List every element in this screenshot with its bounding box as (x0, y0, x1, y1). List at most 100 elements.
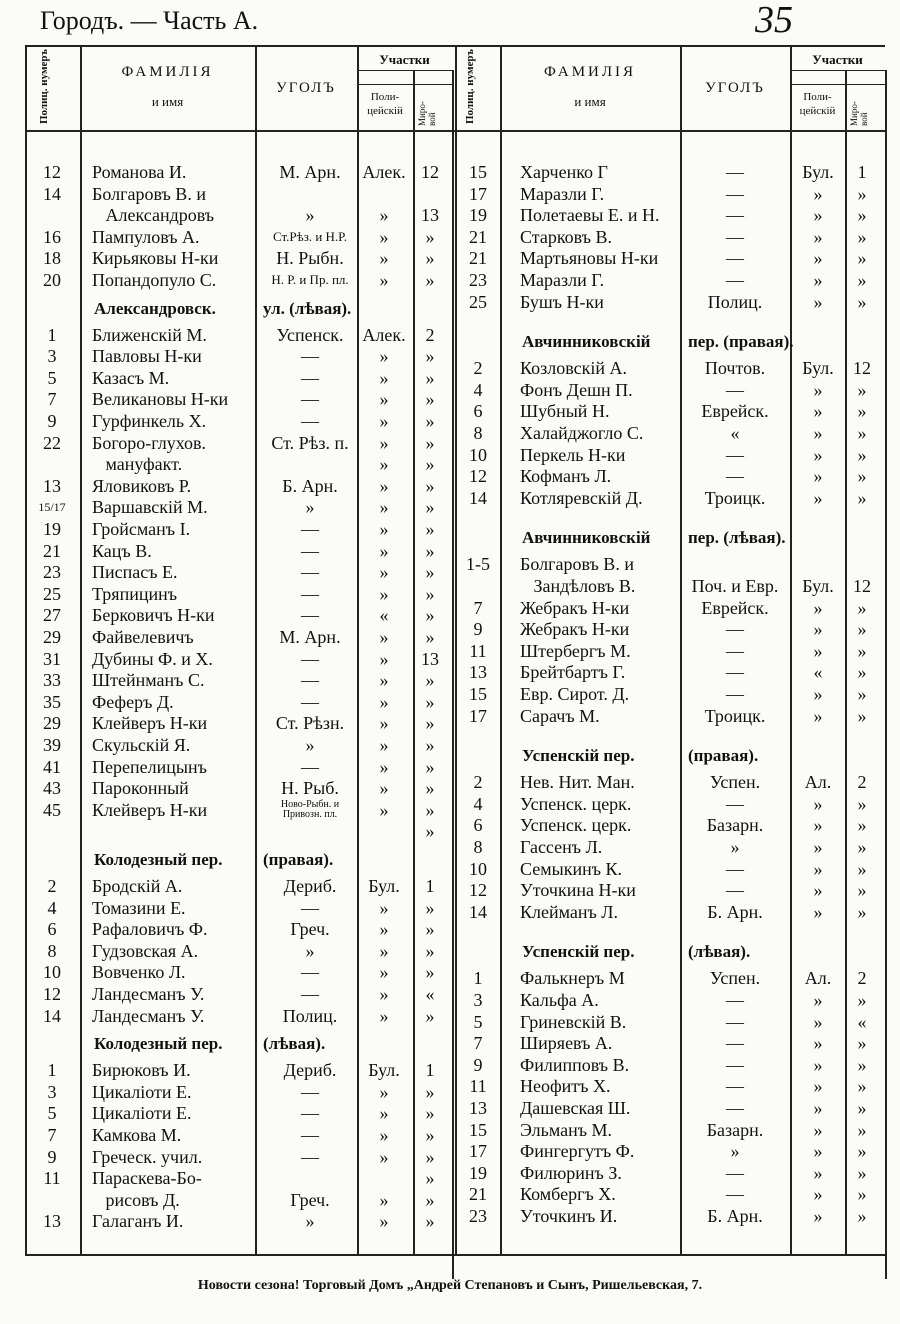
house-number: 8 (47, 940, 57, 961)
police-district: » (379, 799, 389, 820)
resident-name: Яловиковъ Р. (92, 475, 192, 496)
peace-district: » (857, 662, 867, 683)
house-number: 13 (469, 662, 487, 683)
column-rule (80, 45, 82, 1254)
house-number: 12 (469, 466, 487, 487)
police-district: » (379, 940, 389, 961)
house-number: 5 (47, 367, 57, 388)
corner: — (301, 1081, 319, 1102)
police-district: » (379, 270, 389, 290)
header-peace: Миро-вой (417, 101, 437, 126)
resident-name: Уточкинъ И. (520, 1206, 618, 1226)
house-number: 5 (47, 1103, 57, 1124)
corner: — (301, 897, 319, 918)
corner: — (726, 466, 744, 487)
corner: — (726, 444, 744, 465)
house-number: 23 (469, 270, 487, 290)
peace-district: » (425, 962, 435, 983)
resident-name: Эльманъ М. (520, 1119, 613, 1140)
resident-name: Камкова М. (92, 1125, 182, 1145)
corner: М. Арн. (279, 627, 341, 647)
resident-name: Дашевская Ш. (520, 1098, 631, 1118)
house-number: 11 (469, 1076, 487, 1097)
peace-district: » (425, 756, 435, 777)
police-district: » (379, 627, 389, 647)
police-district: Ал. (804, 968, 832, 989)
corner: — (301, 691, 319, 712)
street-name: Колодезный пер. (94, 850, 223, 869)
house-number: 23 (469, 1206, 487, 1226)
column-rule (680, 45, 682, 1254)
police-district: » (379, 756, 389, 777)
house-number: 6 (47, 919, 57, 940)
police-district: » (813, 1011, 823, 1032)
police-district: » (813, 205, 823, 226)
police-district: Алек. (362, 162, 406, 182)
peace-district: » (857, 291, 867, 312)
column-rule (455, 45, 457, 1254)
peace-district: » (425, 1125, 435, 1145)
house-number: 7 (473, 1033, 483, 1054)
peace-district: » (425, 897, 435, 918)
street-name: Авчинниковскій (522, 528, 651, 548)
corner: — (726, 990, 744, 1010)
corner: Б. Арн. (707, 901, 763, 922)
police-district: » (813, 270, 823, 290)
corner: — (726, 1011, 744, 1032)
corner: Полиц. (707, 291, 763, 312)
resident-name: Параскева-Бо- (92, 1168, 202, 1189)
peace-district: » (857, 183, 867, 204)
resident-name: Великановы Н-ки (92, 389, 229, 410)
police-district: » (813, 597, 823, 618)
peace-district: » (857, 901, 867, 922)
resident-name: Скульскій Я. (92, 735, 191, 755)
resident-name: Файвелевичъ (92, 627, 194, 647)
house-number: 43 (43, 778, 61, 799)
house-number: 10 (469, 444, 487, 465)
corner: — (726, 1184, 744, 1205)
police-district: » (379, 226, 389, 247)
corner: Успен. (709, 968, 761, 989)
resident-name: Цикаліоти Е. (92, 1103, 192, 1124)
police-district: » (379, 411, 389, 431)
peace-district: » (857, 597, 867, 618)
police-district: » (813, 466, 823, 487)
house-number: 21 (43, 540, 61, 561)
police-district: » (379, 984, 389, 1004)
column-rule (845, 70, 847, 1255)
house-number: 21 (469, 226, 487, 247)
resident-name: Комбергъ Х. (520, 1184, 616, 1205)
peace-district: » (425, 367, 435, 388)
house-number: 2 (47, 876, 57, 896)
resident-name: Бушъ Н-ки (520, 291, 604, 312)
police-district: » (379, 519, 389, 539)
police-district: » (813, 640, 823, 661)
house-number: 20 (43, 270, 61, 290)
header-name-sub: и имя (574, 94, 606, 109)
police-district: » (813, 684, 823, 704)
police-district: Бул. (368, 876, 400, 896)
peace-district: » (425, 1103, 435, 1124)
peace-district: » (425, 1189, 435, 1210)
street-side: (правая). (688, 746, 759, 766)
peace-district: » (425, 1081, 435, 1102)
corner: » (305, 940, 315, 961)
resident-name: Фингергутъ Ф. (520, 1141, 635, 1162)
peace-district: » (425, 346, 435, 367)
corner: — (726, 793, 744, 814)
corner: » (305, 1211, 315, 1232)
peace-district: » (425, 248, 435, 269)
house-number: 19 (469, 205, 487, 226)
peace-district: » (857, 379, 867, 400)
house-number: 27 (43, 605, 61, 626)
peace-district: » (425, 540, 435, 561)
street-name: Авчинниковскій (522, 332, 651, 352)
peace-district: » (425, 821, 435, 842)
police-district: Бул. (368, 1060, 400, 1081)
police-district: » (813, 1184, 823, 1205)
header-police: Поли-цейскій (367, 91, 403, 117)
police-district: » (813, 379, 823, 400)
header-number: Полиц. нумеръ (38, 49, 50, 124)
rule (357, 70, 452, 71)
police-district: » (379, 497, 389, 518)
